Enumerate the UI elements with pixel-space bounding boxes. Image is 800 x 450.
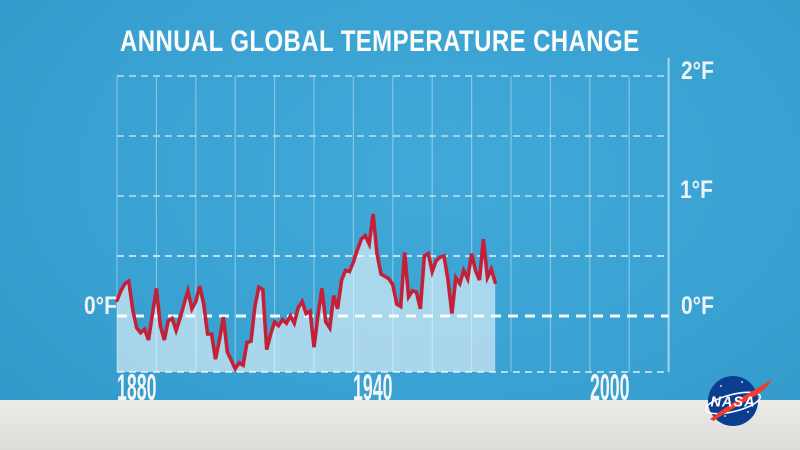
x-axis-label-1880: 1880 bbox=[117, 367, 157, 408]
y-axis-label-right-0f: 0°F bbox=[681, 292, 714, 320]
x-axis-label-2000: 2000 bbox=[590, 367, 630, 408]
temperature-line bbox=[115, 213, 498, 373]
nasa-logo: NASA bbox=[704, 376, 772, 426]
nasa-logo-orbit bbox=[704, 391, 762, 415]
x-axis-label-1940: 1940 bbox=[353, 367, 393, 408]
temperature-area-fill bbox=[117, 214, 496, 372]
y-axis-label-right-1f: 1°F bbox=[680, 176, 713, 204]
y-axis-label-left-0f: 0°F bbox=[84, 292, 117, 320]
chart-title: ANNUAL GLOBAL TEMPERATURE CHANGE bbox=[120, 25, 640, 58]
nasa-logo-swoosh bbox=[710, 379, 772, 421]
nasa-logo-text: NASA bbox=[710, 395, 755, 411]
bottom-band bbox=[0, 400, 800, 450]
nasa-logo-stars bbox=[715, 381, 749, 417]
y-axis-label-right-2f: 2°F bbox=[681, 57, 714, 85]
